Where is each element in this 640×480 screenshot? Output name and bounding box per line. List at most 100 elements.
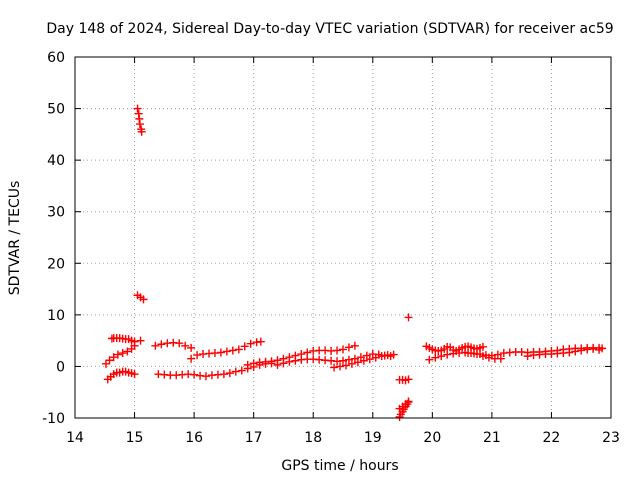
- x-tick-label: 22: [543, 430, 561, 446]
- data-point: [437, 352, 446, 361]
- data-point: [175, 339, 184, 348]
- data-point: [478, 342, 487, 351]
- data-point: [237, 366, 246, 375]
- y-tick-label: -10: [42, 411, 65, 427]
- x-tick-label: 23: [602, 430, 620, 446]
- data-point: [228, 346, 237, 355]
- x-tick-label: 14: [66, 430, 84, 446]
- data-point: [202, 372, 211, 381]
- data-point: [256, 337, 265, 346]
- data-point: [431, 353, 440, 362]
- data-point: [130, 370, 139, 379]
- y-tick-label: 60: [47, 50, 65, 66]
- data-point: [135, 120, 144, 129]
- data-point: [285, 357, 294, 366]
- data-point: [187, 343, 196, 352]
- data-point: [181, 341, 190, 350]
- x-tick-label: 18: [304, 430, 322, 446]
- data-point: [123, 347, 132, 356]
- x-tick-label: 20: [423, 430, 441, 446]
- data-point: [243, 360, 252, 369]
- data-point: [571, 347, 580, 356]
- data-point: [589, 344, 598, 353]
- data-point: [151, 341, 160, 350]
- data-point: [344, 343, 353, 352]
- data-point: [249, 359, 258, 368]
- data-point: [246, 339, 255, 348]
- data-point: [193, 351, 202, 360]
- data-point: [493, 350, 502, 359]
- data-point: [216, 348, 225, 357]
- data-point: [389, 350, 398, 359]
- data-point: [344, 355, 353, 364]
- y-axis-label: SDTVAR / TECUs: [7, 181, 23, 296]
- data-point: [139, 295, 148, 304]
- data-point: [190, 370, 199, 379]
- data-point: [371, 353, 380, 362]
- data-point: [425, 355, 434, 364]
- data-point: [365, 355, 374, 364]
- x-axis-label: GPS time / hours: [281, 458, 398, 474]
- data-point: [565, 348, 574, 357]
- data-point: [267, 357, 276, 366]
- data-point: [333, 346, 342, 355]
- data-point: [219, 370, 228, 379]
- data-point: [118, 349, 127, 358]
- data-point: [598, 344, 607, 353]
- data-point: [336, 362, 345, 371]
- data-point: [443, 350, 452, 359]
- data-point: [157, 340, 166, 349]
- y-tick-label: 50: [47, 102, 65, 118]
- data-point: [339, 356, 347, 365]
- data-point: [136, 336, 145, 345]
- grid: [75, 57, 611, 418]
- data-point: [523, 352, 532, 361]
- y-tick-label: 40: [47, 153, 65, 169]
- data-point: [105, 356, 114, 365]
- data-point: [496, 354, 505, 363]
- plot-area-frame: [74, 56, 612, 419]
- data-point: [137, 127, 146, 136]
- data-point: [577, 346, 586, 355]
- data-point: [404, 313, 413, 322]
- y-tick-label: 0: [56, 359, 65, 375]
- data-point: [350, 341, 359, 350]
- data-point: [109, 353, 118, 362]
- data-point: [475, 350, 484, 359]
- x-tick-label: 19: [364, 430, 382, 446]
- data-point: [225, 369, 234, 378]
- y-tick-label: 10: [47, 308, 65, 324]
- data-point: [303, 348, 312, 357]
- data-point: [187, 354, 196, 363]
- x-tick-label: 15: [126, 430, 144, 446]
- data-point: [359, 356, 368, 365]
- data-point: [330, 363, 339, 372]
- data-point: [273, 360, 282, 369]
- x-tick-label: 16: [185, 430, 203, 446]
- data-points: [101, 104, 607, 421]
- data-point: [222, 347, 231, 356]
- data-point: [353, 358, 362, 367]
- data-point: [341, 361, 350, 370]
- chart-title: Day 148 of 2024, Sidereal Day-to-day VTE…: [46, 21, 613, 37]
- axis-ticks: 14 15 16 17 18 19 20 21 22 23 -10 0 10 20 30 40 50 60: [42, 50, 620, 446]
- data-point: [113, 350, 122, 359]
- data-point: [291, 356, 300, 365]
- data-point: [133, 104, 142, 113]
- y-tick-label: 30: [47, 205, 65, 221]
- data-point: [404, 375, 413, 384]
- data-point: [240, 342, 249, 351]
- data-point: [234, 345, 243, 354]
- y-tick-label: 20: [47, 256, 65, 272]
- data-point: [487, 351, 496, 360]
- data-point: [101, 359, 110, 368]
- data-point: [279, 359, 288, 368]
- x-tick-label: 21: [483, 430, 501, 446]
- data-point: [404, 397, 413, 406]
- x-tick-label: 17: [245, 430, 263, 446]
- data-point: [347, 359, 356, 368]
- data-point: [130, 341, 139, 350]
- data-point: [231, 367, 240, 376]
- data-point: [377, 352, 386, 361]
